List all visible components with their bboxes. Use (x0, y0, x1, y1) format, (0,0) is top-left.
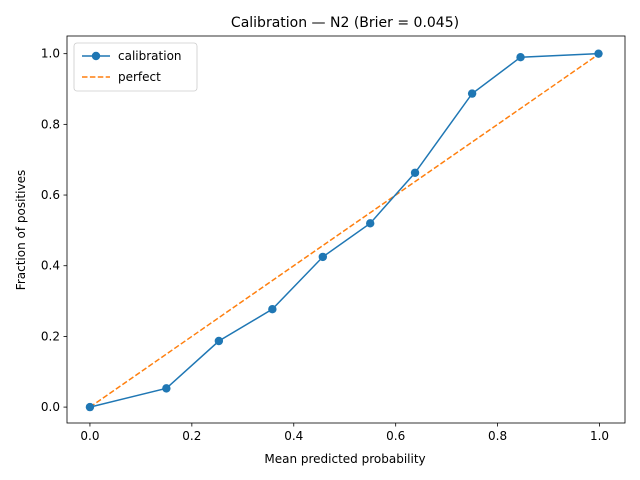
data-point-calibration (467, 89, 477, 98)
data-point-calibration (516, 53, 525, 62)
y-tick-label: 0.0 (41, 400, 60, 414)
legend-item-calibration: calibration (82, 49, 182, 63)
y-tick-label: 1.0 (41, 47, 60, 61)
legend: calibration perfect (73, 42, 198, 92)
x-tick-label: 0.0 (80, 429, 99, 443)
x-tick-label: 0.4 (284, 429, 303, 443)
legend-label-calibration: calibration (118, 49, 182, 63)
data-point-calibration (214, 336, 224, 346)
y-tick-label: 0.8 (41, 117, 60, 131)
legend-item-perfect: perfect (82, 70, 161, 84)
data-point-calibration (410, 168, 420, 177)
x-axis-title: Mean predicted probability (264, 452, 425, 466)
legend-label-perfect: perfect (118, 70, 161, 84)
chart-title: Calibration — N2 (Brier = 0.045) (231, 15, 459, 31)
legend-box (73, 42, 198, 92)
axes-layer: 0.0 0.2 0.4 0.6 0.8 1.0 0.0 0.2 0.4 0.6 0.8 1.0 (41, 35, 626, 443)
series-line-perfect (89, 53, 600, 408)
data-point-calibration (318, 252, 328, 262)
y-tick-label: 0.4 (41, 259, 60, 273)
data-point-calibration (85, 402, 95, 412)
x-tick-label: 0.6 (386, 429, 405, 443)
series-perfect (89, 53, 600, 408)
data-point-calibration (594, 49, 603, 58)
data-point-calibration (162, 384, 171, 393)
series-calibration (85, 49, 603, 412)
data-point-calibration (268, 304, 277, 314)
legend-marker-calibration (91, 51, 101, 61)
y-tick-label: 0.2 (41, 329, 60, 343)
plot-frame (66, 35, 626, 424)
y-tick-label: 0.6 (41, 188, 60, 202)
x-tick-label: 0.8 (488, 429, 507, 443)
series-layer (85, 49, 603, 412)
x-tick-label: 0.2 (182, 429, 201, 443)
data-point-calibration (366, 219, 375, 228)
y-axis-title: Fraction of positives (14, 170, 28, 290)
series-line-calibration (89, 52, 599, 408)
x-tick-label: 1.0 (590, 429, 609, 443)
